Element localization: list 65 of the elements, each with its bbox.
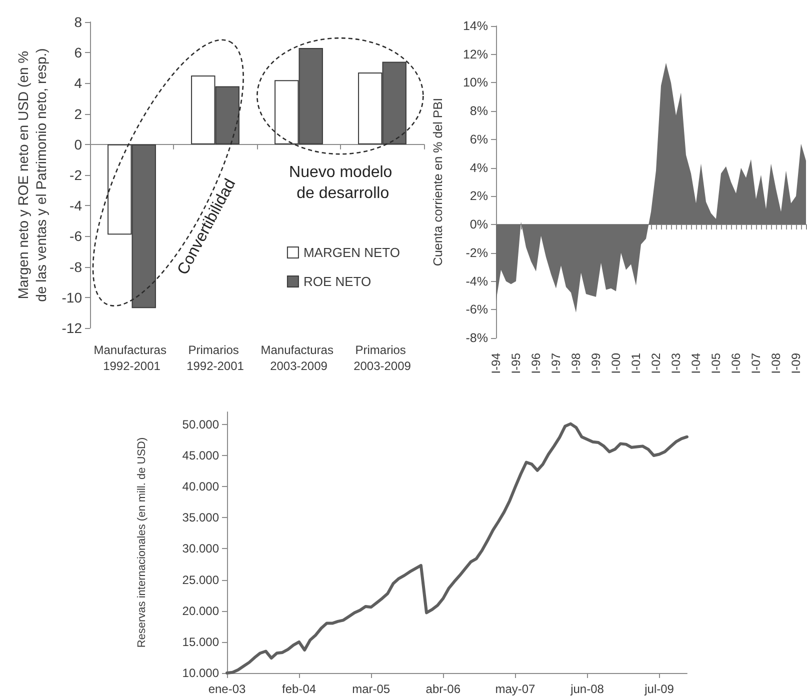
x-tick-label: I-07: [749, 352, 763, 374]
y-tick-label: -10: [62, 289, 82, 306]
x-tick-label: Manufacturas 2003-2009: [260, 343, 337, 373]
y-tick-label: -4%: [466, 274, 488, 288]
legend-label: ROE NETO: [303, 274, 372, 289]
x-tick-label: I-09: [789, 352, 803, 374]
y-tick-label: -2: [70, 167, 82, 183]
y-tick-label: 12%: [462, 47, 488, 62]
y-tick-label: 2%: [470, 189, 488, 204]
x-tick-label: I-05: [709, 352, 723, 374]
y-tick-label: 40.000: [182, 480, 220, 494]
y-tick-label: -4: [70, 198, 82, 214]
x-tick-label: Manufacturas 1992-2001: [94, 343, 170, 373]
legend-label: MARGEN NETO: [303, 245, 400, 260]
y-tick-label: 0%: [470, 218, 488, 232]
x-tick-label: I-94: [489, 352, 503, 374]
y-tick-label: 30.000: [182, 542, 220, 556]
x-tick-label: Primarios 2003-2009: [354, 343, 412, 373]
y-tick-label: 25.000: [182, 572, 220, 587]
y-tick-label: 15.000: [182, 634, 220, 649]
x-tick-label: I-03: [669, 352, 683, 374]
y-tick-label: -12: [62, 320, 82, 336]
y-tick-label: -6%: [466, 302, 488, 317]
annotation: Nuevo modelo de desarrollo: [289, 164, 397, 202]
x-tick-label: I-97: [549, 352, 563, 374]
x-tick-label: may-07: [495, 682, 536, 696]
y-tick-label: 35.000: [182, 510, 220, 525]
y-tick-label: 8%: [470, 104, 488, 118]
x-tick-label: feb-04: [282, 682, 316, 696]
y-tick-label: 20.000: [182, 604, 220, 618]
x-tick-label: I-02: [649, 352, 663, 374]
y-axis-title: Cuenta corriente en % del PBI: [431, 98, 445, 266]
x-tick-label: I-04: [689, 352, 703, 374]
x-tick-label: I-96: [529, 352, 543, 374]
y-tick-label: 10.000: [182, 666, 220, 680]
x-tick-label: jul-09: [644, 682, 674, 696]
y-tick-label: 6%: [470, 132, 488, 146]
y-tick-label: 10%: [462, 76, 488, 90]
x-tick-label: jun-08: [570, 682, 604, 696]
y-axis-title: Margen neto y ROE neto en USD (en % de las ventas y el Patrimonio neto, resp.): [15, 48, 49, 302]
y-tick-label: 4%: [470, 160, 488, 175]
y-axis-title: Reservas internacionales (en mill. de USD): [136, 437, 148, 648]
x-tick-label: ene-03: [208, 682, 246, 696]
y-tick-label: 2: [74, 106, 82, 122]
y-tick-label: -2%: [466, 246, 488, 260]
y-tick-label: -8%: [466, 331, 488, 345]
y-tick-label: 4: [74, 75, 82, 92]
y-tick-label: 45.000: [182, 448, 220, 462]
x-tick-label: I-01: [629, 352, 643, 374]
y-tick-label: 8: [74, 14, 82, 30]
y-tick-label: 14%: [462, 19, 488, 33]
x-tick-label: I-08: [769, 352, 783, 374]
x-tick-label: Primarios 1992-2001: [186, 343, 244, 373]
x-tick-label: I-06: [729, 352, 743, 374]
x-tick-label: I-99: [589, 352, 603, 374]
y-tick-label: 6: [74, 44, 82, 61]
y-tick-label: 50.000: [182, 417, 220, 432]
x-tick-label: abr-06: [426, 682, 461, 696]
y-tick-label: -8: [70, 258, 82, 275]
x-tick-label: I-95: [509, 352, 523, 374]
x-tick-label: I-00: [609, 352, 623, 374]
x-tick-label: I-98: [569, 352, 583, 374]
y-tick-label: -6: [70, 228, 82, 244]
x-tick-label: mar-05: [352, 682, 390, 696]
y-tick-label: 0: [74, 136, 82, 152]
